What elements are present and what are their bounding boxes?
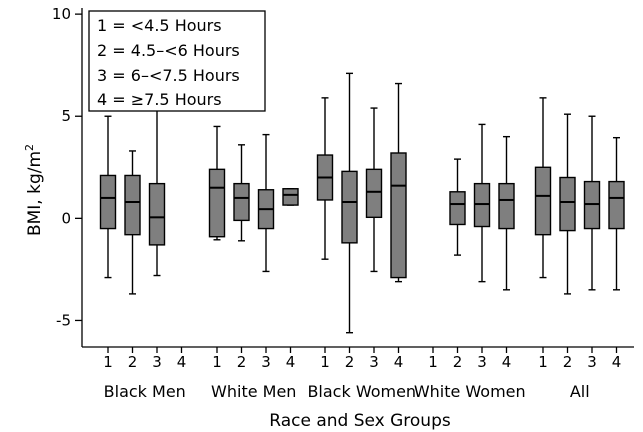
box [208, 168, 226, 238]
x-tick-label: 4 [502, 353, 512, 371]
group-label: All [570, 382, 590, 401]
group-label: White Men [211, 382, 296, 401]
y-axis-title-superscript: 2 [23, 144, 36, 151]
x-tick-label: 1 [538, 353, 548, 371]
legend: 1 = <4.5 Hours 2 = 4.5–<6 Hours 3 = 6–<7… [88, 10, 266, 112]
box [559, 176, 576, 232]
box [473, 182, 491, 228]
box [124, 174, 141, 236]
x-axis-title: Race and Sex Groups [269, 411, 451, 431]
x-tick-label: 2 [128, 353, 138, 371]
x-tick-label: 2 [345, 353, 355, 371]
legend-item: 1 = <4.5 Hours [97, 16, 222, 35]
y-axis-title-main: BMI, kg/m [25, 151, 45, 236]
box [583, 180, 601, 230]
x-tick-label: 3 [152, 353, 162, 371]
x-tick-label: 2 [563, 353, 573, 371]
y-axis-title: BMI, kg/m2 [23, 144, 45, 236]
x-tick-label: 3 [477, 353, 487, 371]
box [498, 182, 515, 230]
legend-item: 3 = 6–<7.5 Hours [97, 66, 240, 85]
y-tick-label: 5 [61, 107, 71, 125]
group-label: Black Men [104, 382, 186, 401]
box [282, 188, 299, 206]
x-tick-label: 3 [369, 353, 379, 371]
y-tick-label: -5 [56, 311, 71, 329]
box [449, 191, 466, 226]
x-tick-label: 4 [177, 353, 187, 371]
group-label: White Women [414, 382, 526, 401]
box [534, 166, 552, 236]
x-tick-label: 4 [612, 353, 622, 371]
x-tick-label: 1 [320, 353, 330, 371]
legend-box [88, 10, 266, 112]
box [365, 168, 383, 219]
box [390, 152, 407, 279]
x-tick-label: 4 [394, 353, 404, 371]
box [341, 170, 358, 244]
x-tick-label: 1 [212, 353, 222, 371]
x-tick-label: 3 [261, 353, 271, 371]
x-tick-label: 2 [453, 353, 463, 371]
x-tick-label: 1 [428, 353, 438, 371]
box [608, 180, 625, 230]
legend-item: 2 = 4.5–<6 Hours [97, 41, 240, 60]
box [148, 182, 166, 246]
legend-item: 4 = ≥7.5 Hours [97, 90, 222, 109]
y-tick-label: 0 [61, 209, 71, 227]
box [99, 174, 117, 230]
x-tick-label: 1 [103, 353, 113, 371]
group-label: Black Women [307, 382, 416, 401]
box [233, 182, 250, 222]
x-tick-label: 3 [587, 353, 597, 371]
y-tick-label: 10 [52, 5, 71, 23]
x-tick-label: 4 [286, 353, 296, 371]
x-tick-label: 2 [237, 353, 247, 371]
